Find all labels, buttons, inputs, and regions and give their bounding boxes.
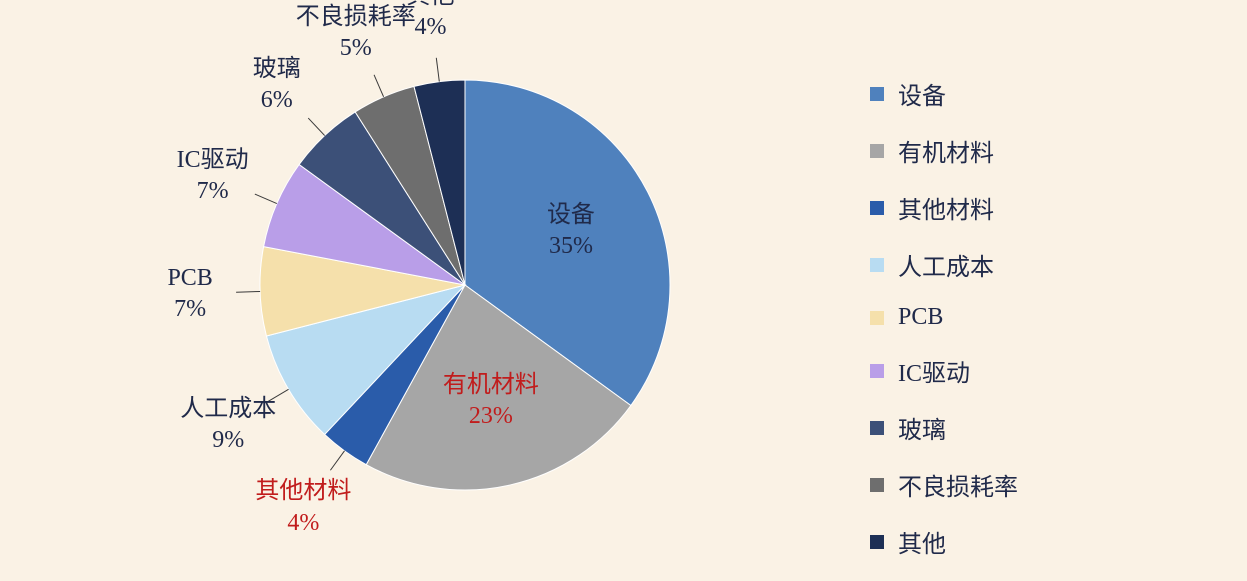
legend-swatch <box>870 258 884 272</box>
legend-item: 有机材料 <box>870 133 1018 168</box>
legend-swatch <box>870 311 884 325</box>
legend-swatch <box>870 144 884 158</box>
legend-label: IC驱动 <box>898 353 970 388</box>
legend-item: 设备 <box>870 76 1018 111</box>
legend-label: 设备 <box>898 76 946 111</box>
leader-line <box>374 75 384 97</box>
legend-label: PCB <box>898 304 943 331</box>
legend-swatch <box>870 421 884 435</box>
legend-swatch <box>870 364 884 378</box>
legend-label: 其他材料 <box>898 190 994 225</box>
legend-swatch <box>870 201 884 215</box>
legend-label: 其他 <box>898 524 946 559</box>
legend-item: IC驱动 <box>870 353 1018 388</box>
legend-label: 不良损耗率 <box>898 467 1018 502</box>
leader-line <box>330 451 344 470</box>
legend-swatch <box>870 478 884 492</box>
pie-chart <box>0 0 1247 564</box>
legend-item: 不良损耗率 <box>870 467 1018 502</box>
legend-item: 其他材料 <box>870 190 1018 225</box>
leader-line <box>255 194 277 204</box>
legend-item: 玻璃 <box>870 410 1018 445</box>
legend: 设备有机材料其他材料人工成本 PCB IC驱动玻璃不良损耗率其他 <box>870 76 1018 581</box>
legend-label: 有机材料 <box>898 133 994 168</box>
legend-item: PCB <box>870 304 1018 331</box>
legend-swatch <box>870 87 884 101</box>
leader-line <box>308 118 324 135</box>
legend-item: 人工成本 <box>870 247 1018 282</box>
leader-line <box>268 389 289 401</box>
leader-line <box>236 291 260 292</box>
legend-swatch <box>870 535 884 549</box>
legend-item: 其他 <box>870 524 1018 559</box>
legend-label: 人工成本 <box>898 247 994 282</box>
legend-label: 玻璃 <box>898 410 946 445</box>
leader-line <box>436 58 439 82</box>
